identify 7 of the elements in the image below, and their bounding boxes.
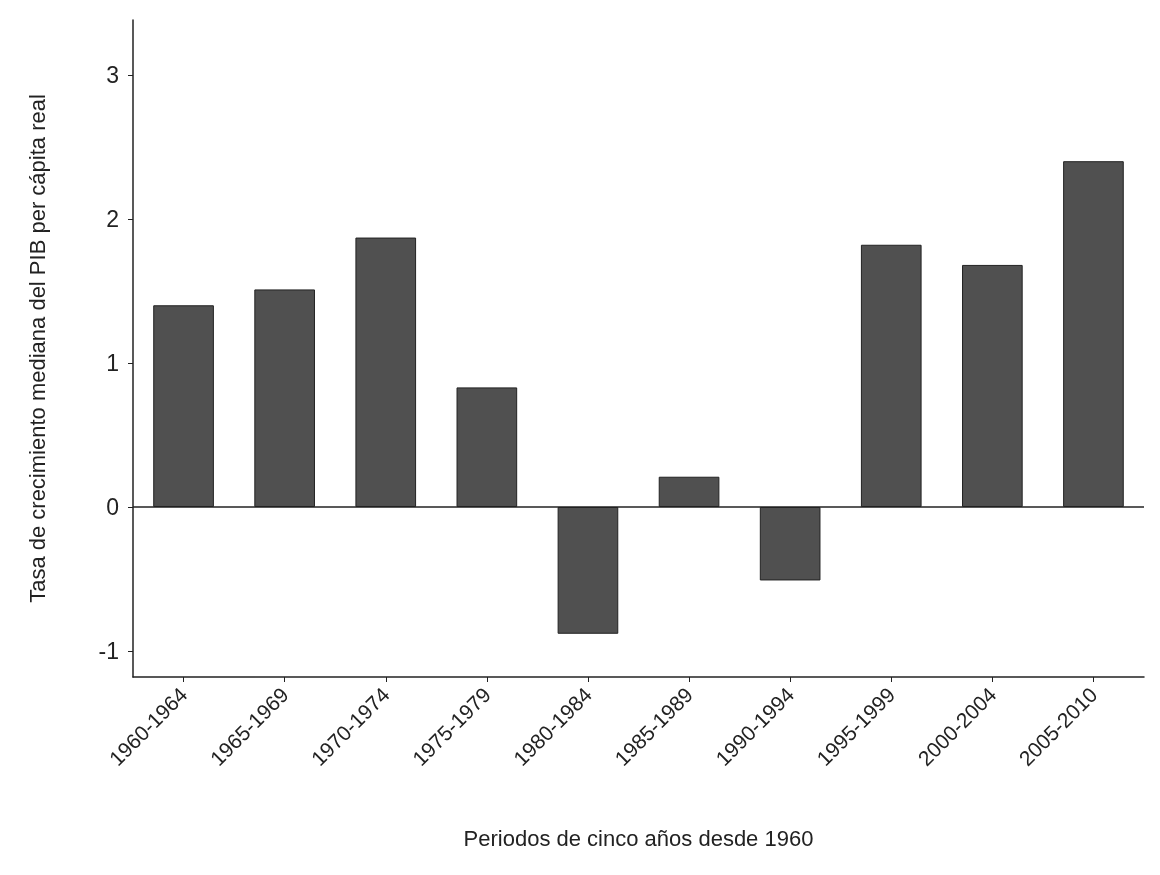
y-tick-label: -1 (98, 638, 119, 665)
y-tick-label: 1 (106, 349, 119, 376)
x-axis-title: Periodos de cinco años desde 1960 (463, 825, 814, 851)
y-axis-title: Tasa de crecimiento mediana del PIB per cápita real (24, 94, 50, 603)
y-tick-label: 3 (106, 61, 119, 88)
y-tick-label: 0 (106, 493, 119, 520)
y-tick-label: 2 (106, 205, 119, 232)
